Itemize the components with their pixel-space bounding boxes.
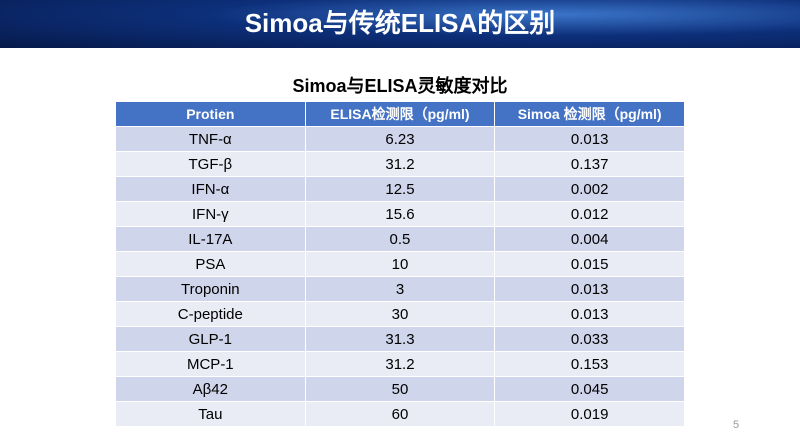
column-header: ELISA检测限（pg/ml) [304, 101, 496, 127]
table-cell: Aβ42 [115, 376, 306, 402]
table-row: Tau 60 0.019 [115, 401, 685, 427]
table-cell: MCP-1 [115, 351, 306, 377]
table-cell: 15.6 [304, 201, 496, 227]
table-row: GLP-1 31.3 0.033 [115, 326, 685, 352]
table-row: IL-17A 0.5 0.004 [115, 226, 685, 252]
table-cell: IL-17A [115, 226, 306, 252]
table-cell: 0.013 [494, 126, 685, 152]
table-cell: 60 [304, 401, 496, 427]
table-cell: 0.015 [494, 251, 685, 277]
table-row: MCP-1 31.2 0.153 [115, 351, 685, 377]
table-cell: 30 [304, 301, 496, 327]
table-row: TGF-β 31.2 0.137 [115, 151, 685, 177]
table-cell: 0.012 [494, 201, 685, 227]
column-header: Protien [115, 101, 306, 127]
table-cell: 12.5 [304, 176, 496, 202]
slide-title: Simoa与传统ELISA的区别 [244, 8, 556, 38]
table: Protien ELISA检测限（pg/ml) Simoa 检测限（pg/ml) T… [115, 101, 685, 427]
table-cell: 0.5 [304, 226, 496, 252]
table-cell: 3 [304, 276, 496, 302]
table-row: IFN-α 12.5 0.002 [115, 176, 685, 202]
table-row: PSA 10 0.015 [115, 251, 685, 277]
table-cell: 0.013 [494, 301, 685, 327]
banner: Simoa与传统ELISA的区别 [0, 0, 800, 48]
table-cell: 0.137 [494, 151, 685, 177]
table-cell: 10 [304, 251, 496, 277]
table-cell: 0.033 [494, 326, 685, 352]
table-cell: 0.002 [494, 176, 685, 202]
table-cell: 31.2 [304, 351, 496, 377]
table-cell: 0.004 [494, 226, 685, 252]
table-row: IFN-γ 15.6 0.012 [115, 201, 685, 227]
page-number: 5 [733, 419, 740, 431]
table-row: Aβ42 50 0.045 [115, 376, 685, 402]
table-cell: 0.013 [494, 276, 685, 302]
table-cell: 6.23 [304, 126, 496, 152]
table-cell: IFN-α [115, 176, 306, 202]
table-cell: C-peptide [115, 301, 306, 327]
header-row: Protien ELISA检测限（pg/ml) Simoa 检测限（pg/ml) [115, 101, 685, 127]
table-cell: 31.2 [304, 151, 496, 177]
table-cell: 50 [304, 376, 496, 402]
table-cell: 0.153 [494, 351, 685, 377]
table-row: TNF-α 6.23 0.013 [115, 126, 685, 152]
table-cell: Troponin [115, 276, 306, 302]
table-cell: PSA [115, 251, 306, 277]
table-title: Simoa与ELISA灵敏度对比 [292, 76, 508, 96]
table-cell: 0.045 [494, 376, 685, 402]
table-cell: IFN-γ [115, 201, 306, 227]
table-cell: GLP-1 [115, 326, 306, 352]
table-cell: TGF-β [115, 151, 306, 177]
table-cell: 31.3 [304, 326, 496, 352]
table-cell: TNF-α [115, 126, 306, 152]
column-header: Simoa 检测限（pg/ml) [494, 101, 685, 127]
table-cell: Tau [115, 401, 306, 427]
table-row: Troponin 3 0.013 [115, 276, 685, 302]
table-cell: 0.019 [494, 401, 685, 427]
table-row: C-peptide 30 0.013 [115, 301, 685, 327]
